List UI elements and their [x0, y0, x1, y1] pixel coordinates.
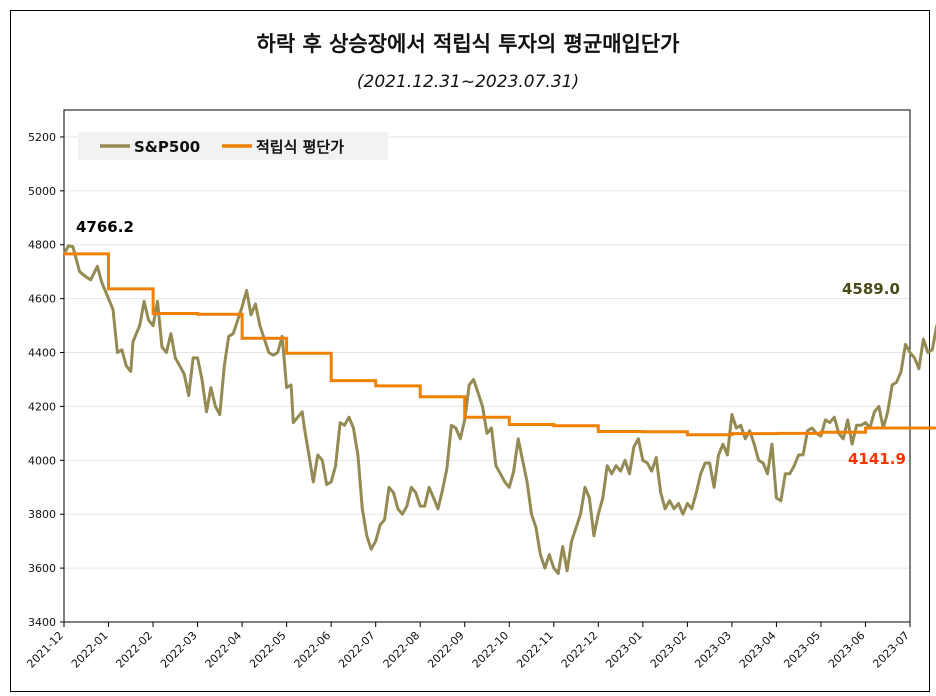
x-tick-label: 2022-05	[247, 629, 289, 671]
annotations: 4766.2 4589.0 4141.9	[76, 218, 906, 468]
legend-label-avg: 적립식 평단가	[256, 138, 344, 156]
y-tick-label: 4600	[28, 293, 56, 306]
x-tick-label: 2023-01	[603, 629, 645, 671]
x-tick-label: 2022-03	[158, 629, 200, 671]
annotation-start-value: 4766.2	[76, 218, 134, 236]
y-tick-label: 3600	[28, 562, 56, 575]
x-tick-label: 2022-12	[559, 629, 601, 671]
y-tick-label: 4800	[28, 239, 56, 252]
x-tick-label: 2023-03	[692, 629, 734, 671]
x-tick-label: 2023-02	[648, 629, 690, 671]
x-axis-ticks: 2021-12 2022-01 2022-02 2022-03 2022-04 2022-…	[24, 622, 912, 671]
x-tick-label: 2022-02	[113, 629, 155, 671]
series-group	[62, 244, 936, 575]
annotation-avg-value: 4141.9	[848, 450, 906, 468]
series-line-avg-cost	[64, 252, 936, 437]
y-tick-label: 4000	[28, 454, 56, 467]
plot-area-border	[63, 109, 911, 623]
x-tick-label: 2022-11	[514, 629, 556, 671]
annotation-end-value: 4589.0	[842, 280, 900, 298]
y-tick-label: 5000	[28, 185, 56, 198]
x-tick-label: 2022-09	[425, 629, 467, 671]
y-tick-label: 3800	[28, 508, 56, 521]
x-tick-label: 2022-08	[381, 629, 423, 671]
y-axis-ticks: 3400 3600 3800 4000 4200 4400 4600 4800 5000 5200	[28, 131, 64, 629]
y-tick-label: 5200	[28, 131, 56, 144]
legend: S&P500 적립식 평단가	[78, 132, 388, 160]
x-tick-label: 2022-10	[470, 629, 512, 671]
x-tick-label: 2023-06	[826, 629, 868, 671]
series-line-sp500	[62, 244, 936, 575]
legend-label-sp500: S&P500	[134, 138, 200, 156]
chart-title: 하락 후 상승장에서 적립식 투자의 평균매입단가	[256, 32, 680, 56]
y-tick-label: 4400	[28, 347, 56, 360]
x-tick-label: 2021-12	[24, 629, 66, 671]
chart-subtitle: (2021.12.31~2023.07.31)	[356, 72, 580, 92]
y-tick-label: 4200	[28, 400, 56, 413]
x-tick-label: 2022-06	[292, 629, 334, 671]
y-tick-label: 3400	[28, 616, 56, 629]
x-tick-label: 2022-04	[203, 629, 245, 671]
x-tick-label: 2023-05	[781, 629, 823, 671]
x-tick-label: 2023-07	[870, 629, 912, 671]
x-tick-label: 2022-07	[336, 629, 378, 671]
x-tick-label: 2022-01	[69, 629, 111, 671]
x-tick-label: 2023-04	[737, 629, 779, 671]
